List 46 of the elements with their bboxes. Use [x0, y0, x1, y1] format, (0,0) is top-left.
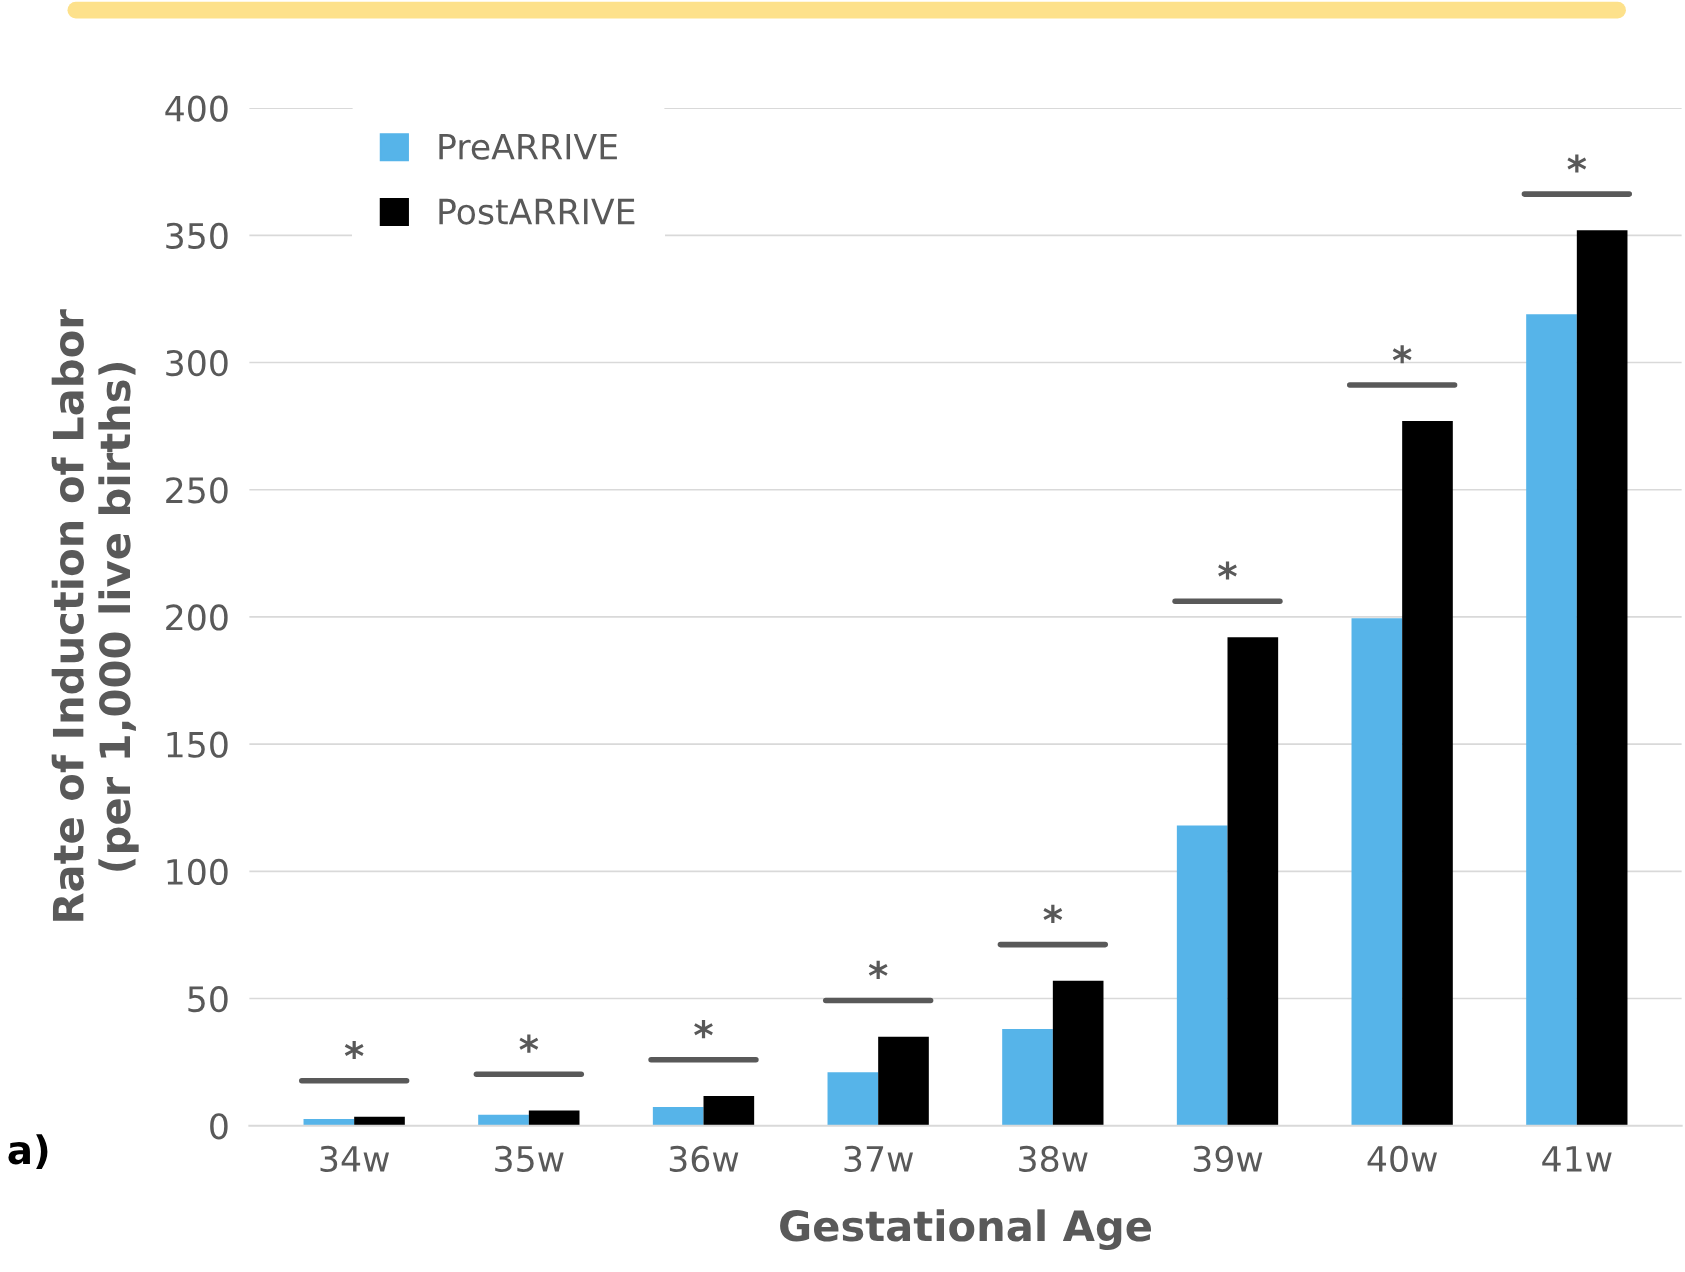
x-tick-label: 36w: [669, 1145, 739, 1173]
x-tick-label: 37w: [844, 1145, 914, 1173]
x-tick-label: 39w: [1193, 1145, 1263, 1173]
y-tick-label: 100: [167, 858, 228, 886]
x-tick-label: 41w: [1542, 1146, 1612, 1172]
y-tick-label: 200: [166, 604, 228, 631]
annotation: *: [1043, 904, 1063, 923]
annotation: *: [1392, 345, 1412, 364]
bar: [1526, 314, 1577, 1126]
bar: [703, 1095, 755, 1126]
annotation: *: [344, 1040, 364, 1060]
y-tick-label: 300: [166, 349, 228, 377]
bar: [1351, 618, 1403, 1126]
x-tick-label: 35w: [495, 1145, 564, 1173]
y-tick-label: 50: [188, 985, 228, 1013]
bar: [827, 1072, 879, 1126]
annotation: *: [868, 960, 888, 979]
y-tick-label: 400: [165, 95, 228, 122]
x-tick-label: 38w: [1019, 1145, 1088, 1173]
annotation: *: [519, 1034, 539, 1053]
bar: [1576, 230, 1628, 1126]
bar: [1002, 1029, 1053, 1126]
bar: [354, 1116, 405, 1126]
bar: [1227, 637, 1279, 1126]
bar: [652, 1106, 704, 1126]
y-tick-label: 150: [167, 731, 228, 758]
bar: [1402, 421, 1453, 1126]
y-tick-label: 0: [210, 1113, 228, 1140]
x-axis-title: Gestational Age: [780, 1209, 1151, 1250]
bar: [303, 1119, 355, 1126]
legend-label: PostARRIVE: [439, 198, 635, 225]
x-tick-label: 40w: [1367, 1145, 1437, 1173]
text: a): [8, 1134, 48, 1170]
legend-label: PreARRIVE: [439, 133, 617, 160]
bar: [1176, 825, 1228, 1126]
bar: [478, 1114, 529, 1126]
annotation: *: [1567, 154, 1587, 173]
annotation: *: [694, 1020, 713, 1039]
x-tick-label: 34w: [320, 1145, 390, 1173]
bar: [528, 1110, 580, 1126]
y-tick-label: 250: [166, 477, 228, 504]
y-tick-label: 350: [166, 222, 228, 250]
y-axis-title: Rate of Induction of Labor (per 1,000 live births): [51, 309, 139, 921]
bar: [878, 1036, 929, 1126]
annotation: *: [1218, 561, 1237, 580]
bar: [1052, 980, 1104, 1126]
